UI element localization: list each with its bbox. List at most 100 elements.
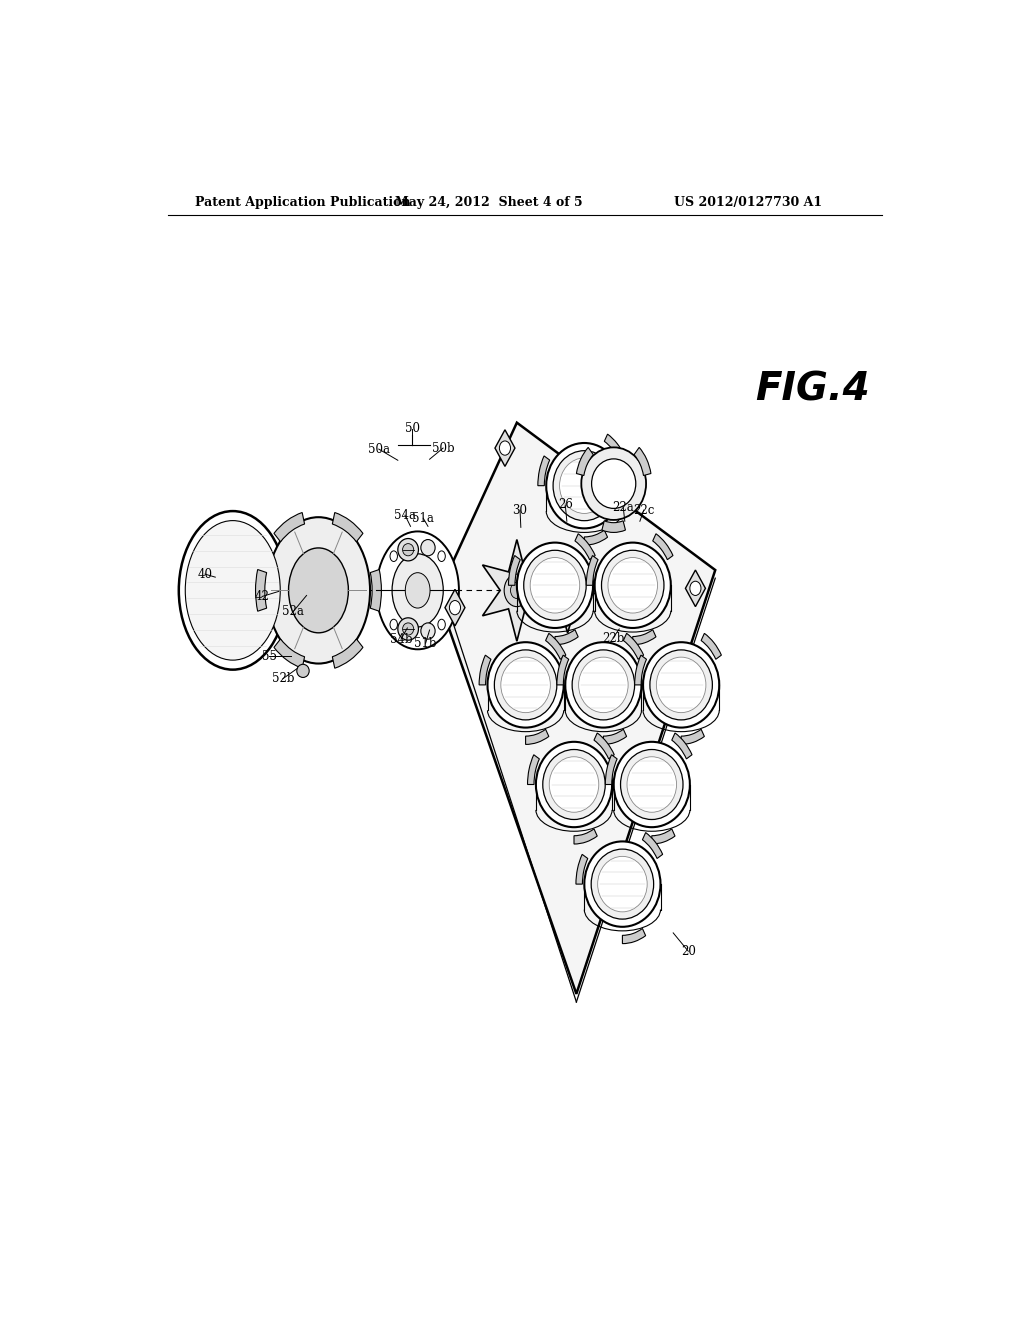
Text: 22c: 22c xyxy=(633,503,654,516)
Ellipse shape xyxy=(536,742,612,828)
Ellipse shape xyxy=(487,643,563,727)
Text: 52a: 52a xyxy=(283,605,304,618)
Wedge shape xyxy=(527,755,540,784)
Ellipse shape xyxy=(565,643,641,727)
Wedge shape xyxy=(574,829,597,843)
Wedge shape xyxy=(538,455,550,486)
Ellipse shape xyxy=(501,657,550,713)
Text: 20: 20 xyxy=(681,945,695,958)
Wedge shape xyxy=(604,434,625,461)
Ellipse shape xyxy=(579,657,628,713)
Text: 51b: 51b xyxy=(415,636,437,649)
Ellipse shape xyxy=(267,517,370,664)
Ellipse shape xyxy=(297,664,309,677)
Wedge shape xyxy=(333,639,362,668)
Wedge shape xyxy=(602,521,626,532)
Ellipse shape xyxy=(289,548,348,632)
Wedge shape xyxy=(623,928,646,944)
Ellipse shape xyxy=(397,539,419,561)
Wedge shape xyxy=(333,512,362,541)
Text: 50b: 50b xyxy=(432,442,455,454)
Ellipse shape xyxy=(627,756,677,812)
Wedge shape xyxy=(575,854,588,884)
Ellipse shape xyxy=(608,557,657,612)
Wedge shape xyxy=(594,733,614,759)
Text: 42: 42 xyxy=(255,590,269,603)
Ellipse shape xyxy=(582,447,646,520)
Polygon shape xyxy=(685,570,706,607)
Ellipse shape xyxy=(572,649,635,719)
Ellipse shape xyxy=(500,441,511,455)
Ellipse shape xyxy=(690,581,701,595)
Text: 50: 50 xyxy=(404,422,420,436)
Ellipse shape xyxy=(421,540,435,556)
Text: FIG.4: FIG.4 xyxy=(755,370,869,408)
Ellipse shape xyxy=(397,618,419,640)
Text: 22b: 22b xyxy=(602,632,624,644)
Wedge shape xyxy=(701,634,721,659)
Text: 30: 30 xyxy=(513,503,527,516)
Ellipse shape xyxy=(438,619,445,630)
Text: 54b: 54b xyxy=(390,632,413,645)
Wedge shape xyxy=(574,533,595,560)
Text: US 2012/0127730 A1: US 2012/0127730 A1 xyxy=(674,195,822,209)
Wedge shape xyxy=(681,729,705,744)
Ellipse shape xyxy=(179,511,287,669)
Ellipse shape xyxy=(421,623,435,639)
Ellipse shape xyxy=(592,459,636,508)
Ellipse shape xyxy=(598,857,647,912)
Ellipse shape xyxy=(392,554,443,627)
Wedge shape xyxy=(603,729,627,744)
Wedge shape xyxy=(634,447,651,475)
Ellipse shape xyxy=(621,750,683,820)
Ellipse shape xyxy=(402,544,414,556)
Text: 26: 26 xyxy=(558,499,572,511)
Ellipse shape xyxy=(438,550,445,561)
Ellipse shape xyxy=(613,742,690,828)
Wedge shape xyxy=(633,630,656,644)
Ellipse shape xyxy=(656,657,706,713)
Polygon shape xyxy=(535,548,601,634)
Ellipse shape xyxy=(559,458,609,513)
Ellipse shape xyxy=(601,550,664,620)
Wedge shape xyxy=(555,630,579,644)
Ellipse shape xyxy=(294,544,367,647)
Wedge shape xyxy=(587,556,598,585)
Ellipse shape xyxy=(504,574,529,607)
Ellipse shape xyxy=(390,550,397,561)
Text: 52b: 52b xyxy=(271,672,294,685)
Ellipse shape xyxy=(643,643,719,727)
Text: May 24, 2012  Sheet 4 of 5: May 24, 2012 Sheet 4 of 5 xyxy=(395,195,583,209)
Wedge shape xyxy=(577,447,593,475)
Wedge shape xyxy=(642,833,663,858)
Ellipse shape xyxy=(523,550,586,620)
Ellipse shape xyxy=(402,623,414,635)
Wedge shape xyxy=(371,569,381,611)
Wedge shape xyxy=(479,655,490,685)
Ellipse shape xyxy=(591,849,653,919)
Ellipse shape xyxy=(556,576,580,606)
Ellipse shape xyxy=(543,750,605,820)
Ellipse shape xyxy=(585,841,660,927)
Polygon shape xyxy=(445,589,465,626)
Wedge shape xyxy=(635,655,646,685)
Wedge shape xyxy=(557,655,568,685)
Polygon shape xyxy=(495,430,515,466)
Text: Patent Application Publication: Patent Application Publication xyxy=(196,195,411,209)
Text: 22a: 22a xyxy=(612,500,634,513)
Wedge shape xyxy=(256,569,266,611)
Ellipse shape xyxy=(517,543,593,628)
Text: 50a: 50a xyxy=(368,442,390,455)
Polygon shape xyxy=(437,422,715,994)
Wedge shape xyxy=(652,533,673,560)
Wedge shape xyxy=(546,634,566,659)
Wedge shape xyxy=(525,729,549,744)
Ellipse shape xyxy=(377,532,459,649)
Wedge shape xyxy=(652,829,675,843)
Wedge shape xyxy=(605,755,617,784)
Ellipse shape xyxy=(406,573,430,609)
Ellipse shape xyxy=(390,619,397,630)
Wedge shape xyxy=(672,733,692,759)
Wedge shape xyxy=(274,639,304,668)
Ellipse shape xyxy=(553,450,615,520)
